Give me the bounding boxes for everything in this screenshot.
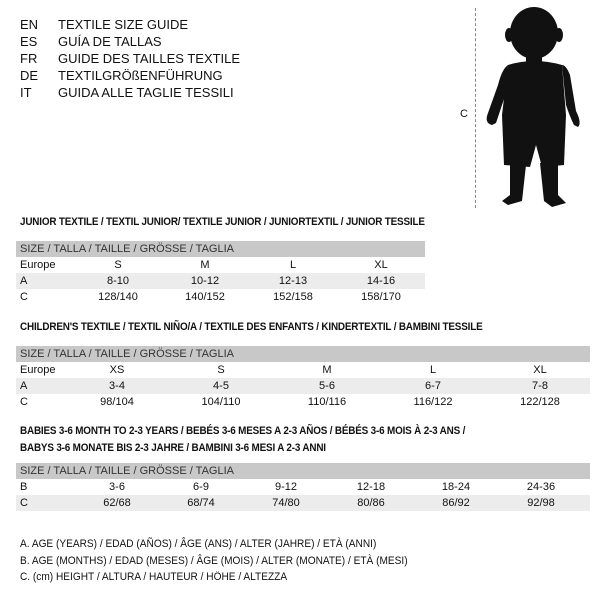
table-row: A 3-4 4-5 5-6 6-7 7-8 [16,378,590,394]
lang-text: GUIDA ALLE TAGLIE TESSILI [58,85,234,100]
cell: M [200,259,210,271]
junior-table: SIZE / TALLA / TAILLE / GRÖSSE / TAGLIA … [16,241,425,305]
cell: 110/116 [307,396,347,408]
table-row: B 3-6 6-9 9-12 12-18 18-24 24-36 [16,479,590,495]
table-row: Europe XS S M L XL [16,362,590,378]
cell: XL [374,259,388,271]
table-row: C 62/68 68/74 74/80 80/86 86/92 92/98 [16,495,590,511]
table-row: A 8-10 10-12 12-13 14-16 [16,273,425,289]
cell: 62/68 [103,497,131,509]
cell: 116/122 [413,396,453,408]
legend-b: B. AGE (MONTHS) / EDAD (MESES) / ÂGE (MO… [20,555,408,567]
row-label: C [20,291,28,303]
height-label: C [460,108,468,120]
lang-code: IT [20,85,32,100]
cell: 140/152 [185,291,225,303]
cell: 6-9 [193,481,209,493]
legend-a: A. AGE (YEARS) / EDAD (AÑOS) / ÂGE (ANS)… [20,538,377,550]
cell: 5-6 [319,380,335,392]
cell: 10-12 [190,275,220,287]
children-table: SIZE / TALLA / TAILLE / GRÖSSE / TAGLIA … [16,346,590,410]
children-title: CHILDREN'S TEXTILE / TEXTIL NIÑO/A / TEX… [20,321,483,333]
cell: 74/80 [272,497,300,509]
lang-text: GUIDE DES TAILLES TEXTILE [58,51,241,66]
cell: S [217,364,225,376]
header-label: SIZE / TALLA / TAILLE / GRÖSSE / TAGLIA [20,465,234,477]
lang-code: FR [20,51,38,66]
cell: XS [109,364,125,376]
table-header: SIZE / TALLA / TAILLE / GRÖSSE / TAGLIA [16,241,425,257]
lang-code: EN [20,17,39,32]
header-label: SIZE / TALLA / TAILLE / GRÖSSE / TAGLIA [20,243,234,255]
row-label: A [20,380,28,392]
cell: 7-8 [532,380,548,392]
height-measure-line [475,8,476,208]
cell: L [289,259,297,271]
cell: 24-36 [526,481,556,493]
cell: L [429,364,437,376]
cell: XL [533,364,547,376]
legend-c: C. (cm) HEIGHT / ALTURA / HAUTEUR / HÖHE… [20,571,288,583]
row-label: B [20,481,28,493]
cell: 9-12 [274,481,298,493]
table-header: SIZE / TALLA / TAILLE / GRÖSSE / TAGLIA [16,346,590,362]
cell: 18-24 [441,481,471,493]
table-row: Europe S M L XL [16,257,425,273]
header-label: SIZE / TALLA / TAILLE / GRÖSSE / TAGLIA [20,348,234,360]
cell: 6-7 [425,380,441,392]
cell: 8-10 [106,275,130,287]
lang-text: GUÍA DE TALLAS [58,34,162,49]
cell: 98/104 [100,396,134,408]
child-silhouette-icon [486,7,580,207]
table-row: C 98/104 104/110 110/116 116/122 122/128 [16,394,590,410]
cell: 4-5 [213,380,229,392]
cell: 86/92 [442,497,470,509]
cell: 158/170 [361,291,401,303]
cell: 3-4 [109,380,125,392]
cell: 68/74 [187,497,215,509]
cell: M [322,364,332,376]
cell: S [114,259,122,271]
lang-code: DE [20,68,39,83]
junior-title: JUNIOR TEXTILE / TEXTIL JUNIOR/ TEXTILE … [20,216,425,228]
lang-code: ES [20,34,38,49]
cell: 3-6 [109,481,125,493]
row-label: A [20,275,28,287]
table-header: SIZE / TALLA / TAILLE / GRÖSSE / TAGLIA [16,463,590,479]
babies-title-line2: BABYS 3-6 MONATE BIS 2-3 JAHRE / BAMBINI… [20,442,326,454]
row-label: C [20,497,28,509]
lang-text: TEXTILGRÖßENFÜHRUNG [58,68,223,83]
row-label: Europe [20,259,56,271]
cell: 12-18 [356,481,386,493]
cell: 152/158 [273,291,313,303]
row-label: C [20,396,28,408]
babies-title-line1: BABIES 3-6 MONTH TO 2-3 YEARS / BEBÉS 3-… [20,425,466,437]
lang-text: TEXTILE SIZE GUIDE [58,17,189,32]
cell: 104/110 [201,396,241,408]
babies-table: SIZE / TALLA / TAILLE / GRÖSSE / TAGLIA … [16,463,590,511]
cell: 80/86 [357,497,385,509]
cell: 12-13 [278,275,308,287]
cell: 92/98 [527,497,555,509]
cell: 14-16 [366,275,396,287]
row-label: Europe [20,364,56,376]
table-row: C 128/140 140/152 152/158 158/170 [16,289,425,305]
cell: 122/128 [520,396,560,408]
cell: 128/140 [98,291,138,303]
